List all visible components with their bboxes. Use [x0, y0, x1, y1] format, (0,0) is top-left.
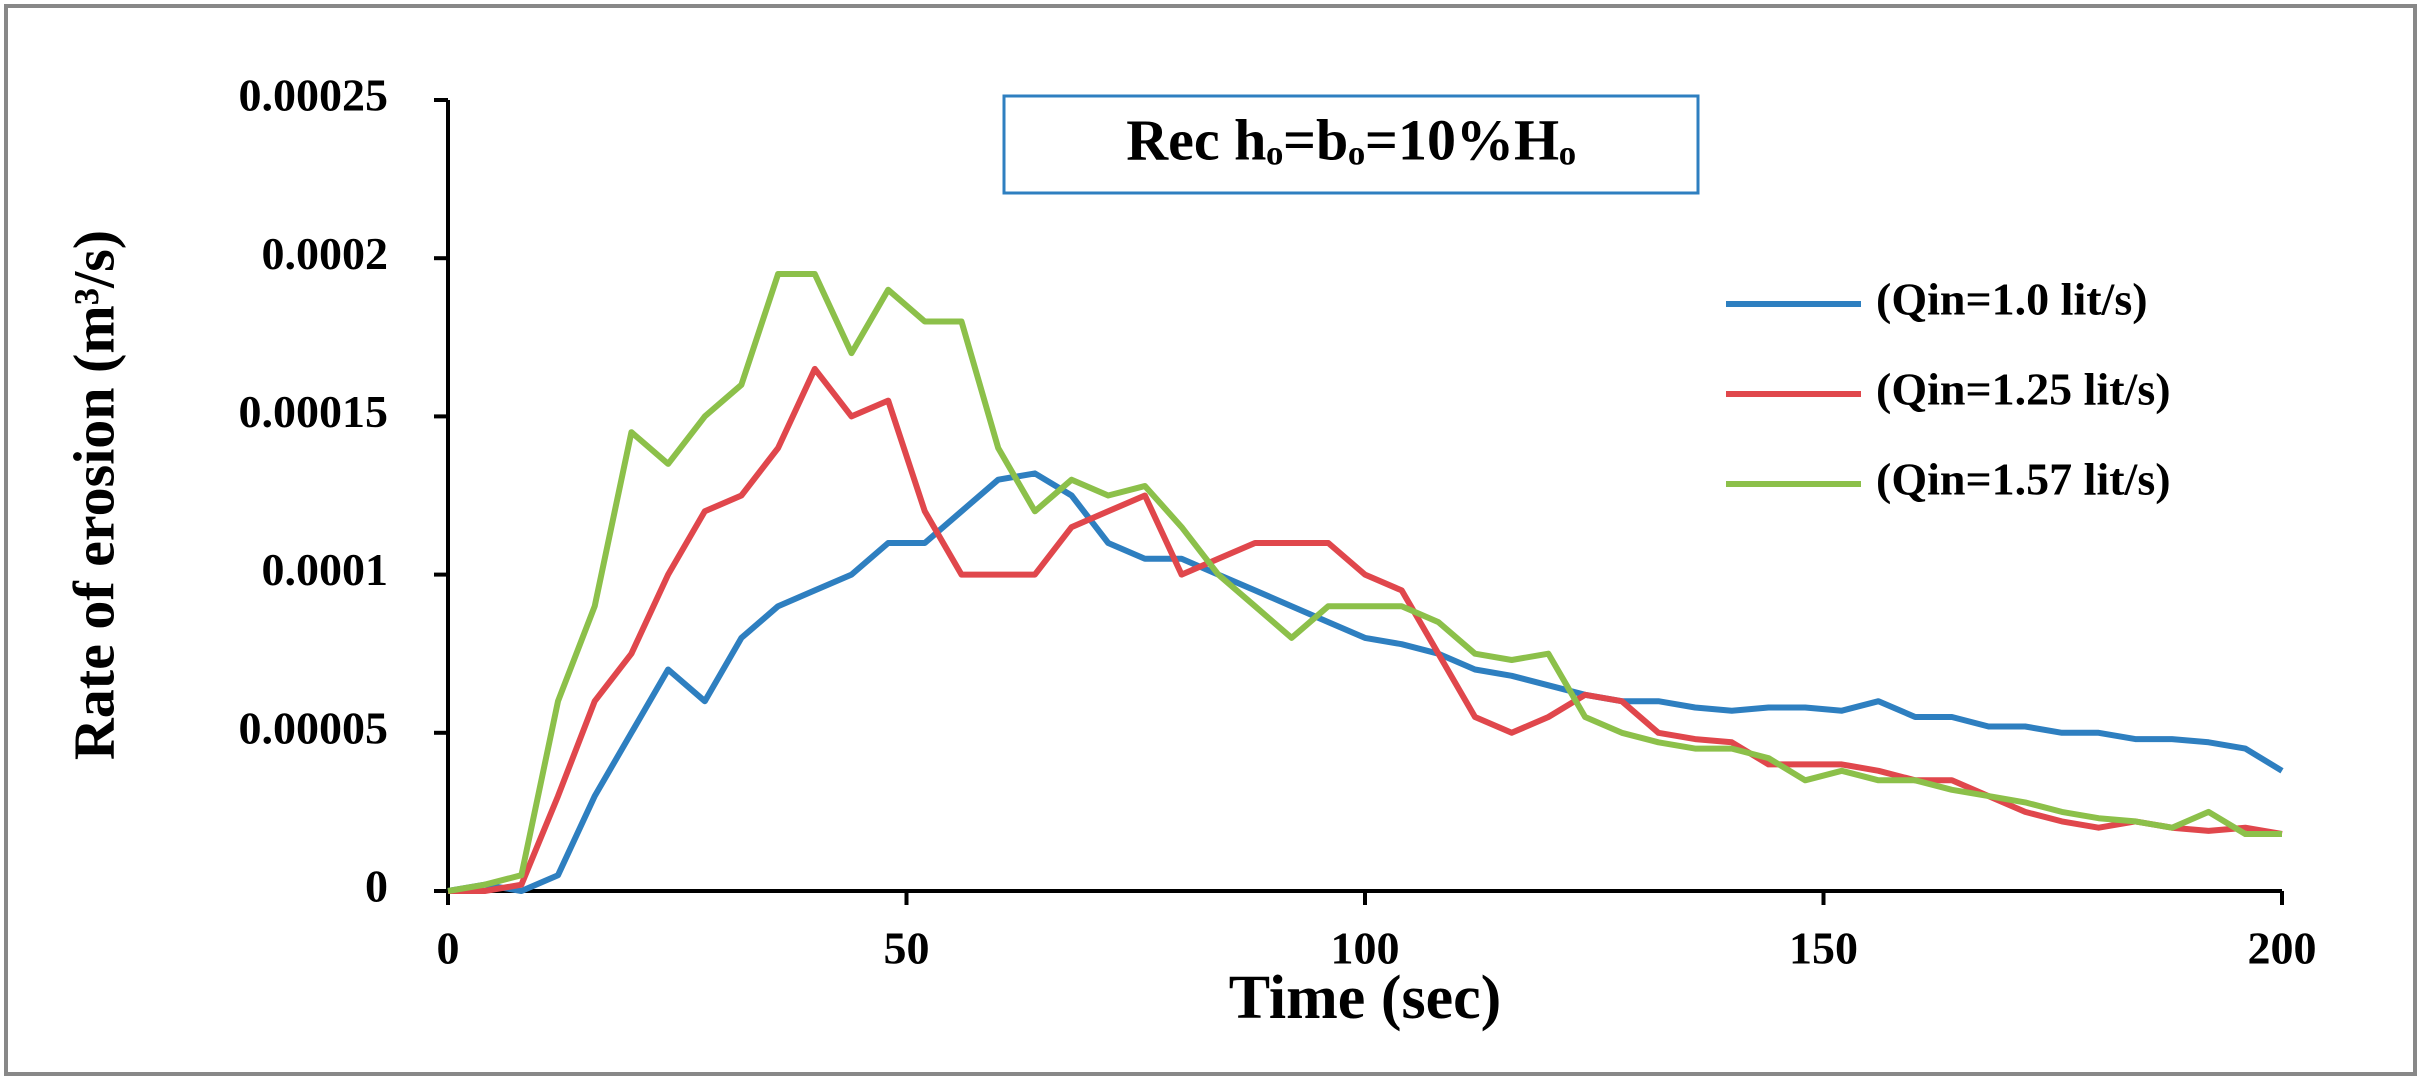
annotation: Rec hₒ=bₒ=10%Hₒ — [1126, 107, 1575, 172]
legend-label: (Qin=1.25 lit/s) — [1876, 364, 2171, 415]
series-line — [448, 365, 2283, 894]
x-tick-label: 150 — [1789, 923, 1858, 974]
y-tick-label: 0.0001 — [262, 544, 389, 595]
y-axis-label: Rate of erosion (m³/s) — [61, 230, 126, 760]
x-tick-label: 0 — [437, 923, 460, 974]
legend-label: (Qin=1.0 lit/s) — [1876, 274, 2148, 325]
y-tick-label: 0.0002 — [262, 228, 389, 279]
y-tick-label: 0.00015 — [239, 386, 389, 437]
series-line — [447, 271, 2282, 894]
x-tick-label: 50 — [884, 923, 930, 974]
annotation-box — [1002, 94, 1700, 195]
x-tick-label: 200 — [2248, 923, 2317, 974]
x-tick-label: 100 — [1331, 923, 1400, 974]
y-tick-label: 0 — [365, 861, 388, 912]
legend-label: (Qin=1.57 lit/s) — [1876, 454, 2171, 505]
y-tick-label: 0.00025 — [239, 70, 389, 121]
x-axis-label: Time (sec) — [1229, 964, 1502, 1032]
series-line — [447, 470, 2284, 894]
y-tick-label: 0.00005 — [239, 702, 389, 753]
